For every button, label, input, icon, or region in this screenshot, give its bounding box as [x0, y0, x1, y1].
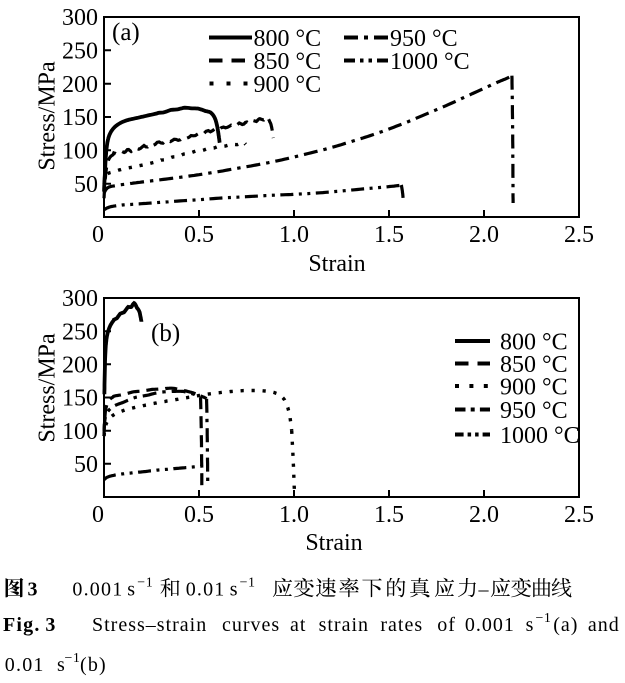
svg-text:0.01: 0.01 [5, 654, 45, 676]
svg-text:100: 100 [62, 139, 98, 165]
svg-text:s: s [127, 579, 136, 601]
svg-text:−1: −1 [137, 576, 153, 591]
svg-text:−1: −1 [240, 576, 256, 591]
svg-text:1.0: 1.0 [279, 502, 309, 528]
svg-text:s: s [230, 579, 239, 601]
svg-text:0.5: 0.5 [184, 502, 214, 528]
svg-text:50: 50 [74, 452, 98, 478]
svg-text:curves: curves [222, 614, 280, 636]
svg-text:800 °C: 800 °C [500, 330, 568, 356]
svg-text:150: 150 [62, 386, 98, 412]
svg-text:(a): (a) [553, 614, 578, 636]
svg-text:3: 3 [45, 614, 56, 636]
svg-text:–: – [478, 579, 490, 601]
svg-text:Stress/MPa: Stress/MPa [35, 61, 61, 171]
svg-text:200: 200 [62, 72, 98, 98]
svg-text:Stress–strain: Stress–strain [92, 614, 207, 636]
svg-text:−1: −1 [65, 651, 81, 666]
svg-text:1.0: 1.0 [279, 222, 309, 248]
svg-text:2.0: 2.0 [469, 222, 499, 248]
svg-text:250: 250 [62, 39, 98, 65]
svg-text:1000 °C: 1000 °C [500, 423, 580, 449]
svg-text:900 °C: 900 °C [500, 375, 568, 401]
svg-text:300: 300 [62, 286, 98, 312]
svg-text:200: 200 [62, 353, 98, 379]
svg-text:and: and [588, 614, 620, 636]
svg-text:950 °C: 950 °C [390, 26, 458, 52]
svg-text:950 °C: 950 °C [500, 398, 568, 424]
svg-text:100: 100 [62, 419, 98, 445]
svg-text:rates: rates [380, 614, 423, 636]
svg-text:300: 300 [62, 5, 98, 31]
svg-text:900 °C: 900 °C [254, 72, 322, 98]
svg-text:−1: −1 [536, 611, 552, 626]
svg-text:0.001: 0.001 [72, 579, 123, 601]
svg-text:strain: strain [319, 614, 369, 636]
svg-text:3: 3 [28, 579, 39, 601]
svg-text:2.5: 2.5 [564, 222, 594, 248]
svg-text:at: at [290, 614, 306, 636]
svg-text:Stress/MPa: Stress/MPa [35, 333, 61, 443]
svg-text:1.5: 1.5 [374, 502, 404, 528]
svg-text:(a): (a) [112, 19, 140, 46]
svg-text:Strain: Strain [308, 251, 365, 277]
svg-text:1.5: 1.5 [374, 222, 404, 248]
svg-text:(b): (b) [80, 654, 107, 676]
svg-text:2.5: 2.5 [564, 502, 594, 528]
svg-text:Fig.: Fig. [3, 614, 41, 636]
svg-text:800 °C: 800 °C [254, 26, 322, 52]
svg-text:Strain: Strain [305, 530, 362, 556]
svg-text:0.001: 0.001 [465, 614, 515, 636]
svg-text:1000 °C: 1000 °C [390, 49, 470, 75]
svg-text:s: s [526, 614, 535, 636]
svg-text:150: 150 [62, 105, 98, 131]
svg-text:250: 250 [62, 319, 98, 345]
svg-text:0.5: 0.5 [184, 222, 214, 248]
svg-text:0: 0 [92, 502, 104, 528]
svg-text:850 °C: 850 °C [254, 49, 322, 75]
svg-text:(b): (b) [151, 320, 180, 347]
svg-text:0.01: 0.01 [186, 579, 226, 601]
svg-text:of: of [437, 614, 456, 636]
svg-text:0: 0 [92, 222, 104, 248]
svg-text:s: s [57, 654, 66, 676]
svg-text:850 °C: 850 °C [500, 352, 568, 378]
svg-text:2.0: 2.0 [469, 502, 499, 528]
svg-text:50: 50 [74, 172, 98, 198]
